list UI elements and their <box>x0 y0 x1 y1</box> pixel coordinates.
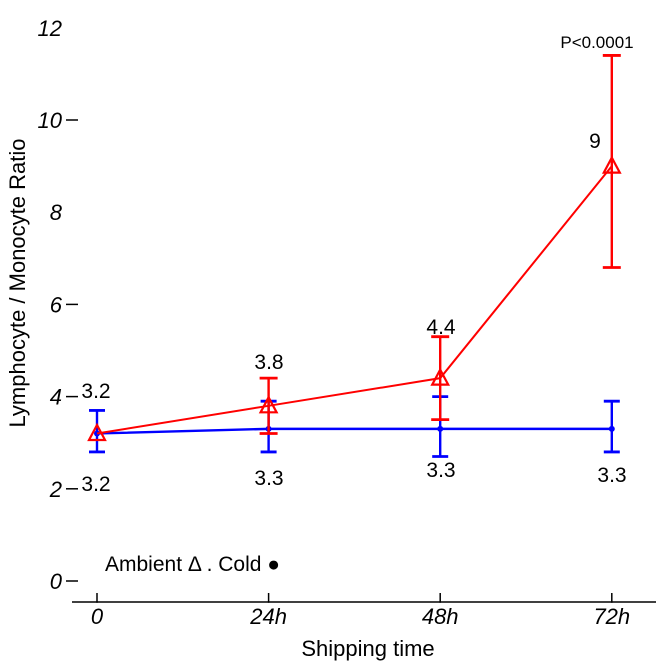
y-tick-label: 12 <box>38 16 62 41</box>
data-point-marker-ambient <box>258 394 279 414</box>
y-tick-label: 0 <box>50 569 63 594</box>
data-point-marker-ambient <box>87 422 107 442</box>
legend: Ambient Δ . Cold ● <box>105 553 280 576</box>
series-line-ambient <box>96 165 613 435</box>
data-point-label-ambient: 9 <box>589 130 601 153</box>
data-point-label-cold: 3.3 <box>426 459 455 482</box>
y-tick-label: 6 <box>50 292 63 317</box>
x-tick-label: 0 <box>91 604 104 629</box>
data-point-label-cold: 3.2 <box>81 473 110 496</box>
x-tick-label: 24h <box>249 604 287 629</box>
data-point-marker-cold <box>437 425 444 432</box>
y-tick-label: 8 <box>50 200 63 225</box>
x-axis-title: Shipping time <box>301 636 434 661</box>
x-tick-label: 72h <box>593 604 630 629</box>
y-tick-label: 4 <box>50 385 62 410</box>
data-point-label-cold: 3.3 <box>597 464 626 487</box>
data-point-label-ambient: 3.2 <box>81 380 110 403</box>
x-tick-label: 48h <box>422 604 459 629</box>
y-tick-label: 2 <box>49 477 62 502</box>
y-axis-title: Lymphocyte / Monocyte Ratio <box>5 139 30 428</box>
data-point-label-cold: 3.3 <box>254 467 283 490</box>
y-tick-label: 10 <box>38 108 63 133</box>
data-point-marker-ambient <box>601 155 622 174</box>
data-point-label-ambient: 4.4 <box>426 316 456 339</box>
data-point-marker-ambient <box>430 367 451 386</box>
series-line-cold <box>96 427 612 435</box>
chart-generated-layer: 0 2 4 6 8 10 12 0 24h 48h 72h 3.2 3.3 3.3 3.3 3.2 3.8 4.4… <box>38 16 656 629</box>
p-value-annotation: P<0.0001 <box>560 33 633 52</box>
data-point-marker-cold <box>608 425 615 432</box>
data-point-label-ambient: 3.8 <box>254 351 283 374</box>
